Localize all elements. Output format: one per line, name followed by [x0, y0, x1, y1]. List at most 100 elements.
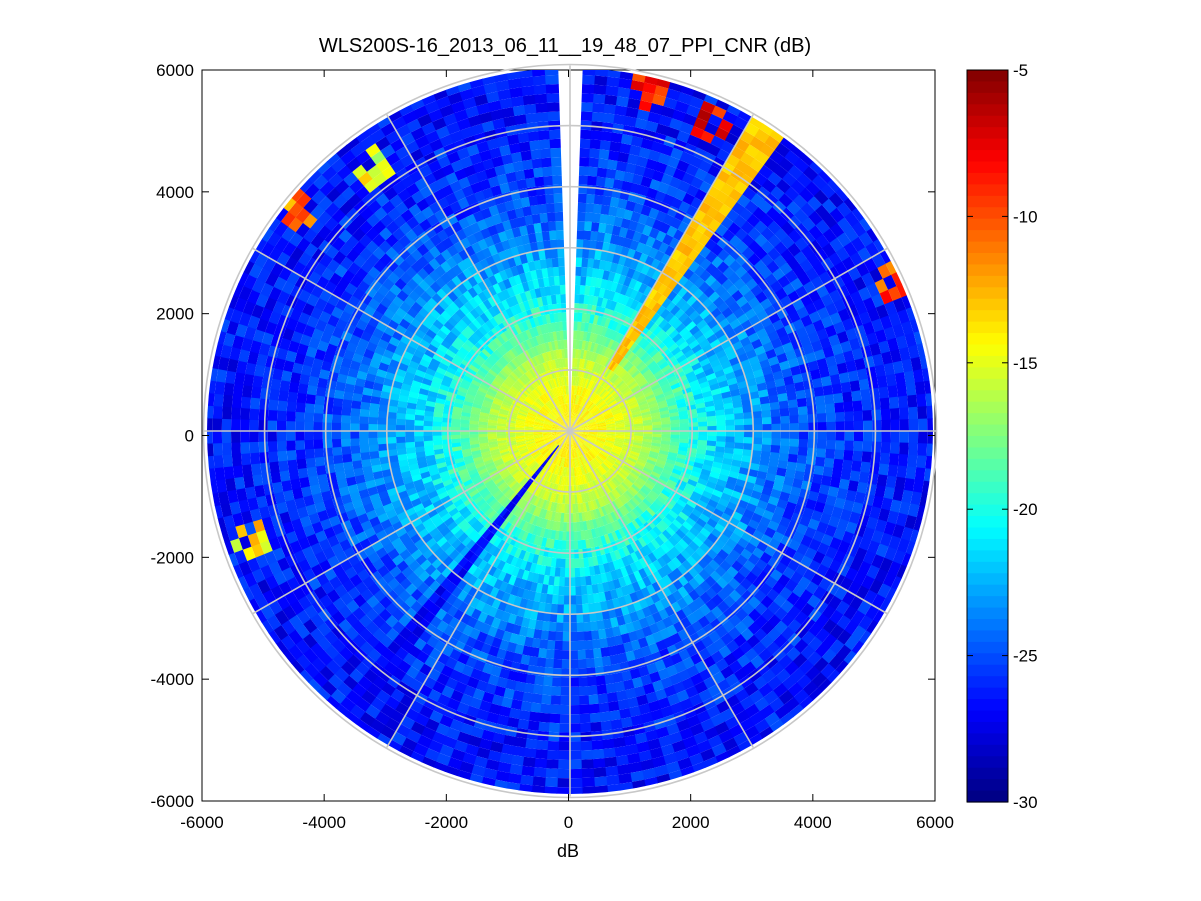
cnr-cell: [467, 275, 479, 288]
cnr-cell: [636, 578, 647, 590]
cnr-cell: [601, 298, 609, 309]
cnr-cell: [524, 214, 534, 226]
cnr-cell: [390, 386, 402, 395]
cnr-cell: [335, 530, 348, 544]
cnr-cell: [620, 404, 630, 411]
cnr-cell: [624, 462, 634, 470]
cnr-cell: [592, 212, 602, 223]
cnr-cell: [467, 516, 478, 527]
cnr-cell: [533, 355, 541, 366]
cnr-cell: [580, 408, 587, 417]
cnr-cell: [554, 407, 561, 416]
cnr-cell: [443, 335, 455, 346]
cnr-cell: [634, 347, 644, 357]
cnr-cell: [711, 268, 724, 281]
cnr-cell: [444, 544, 456, 556]
cnr-cell: [447, 534, 458, 546]
cnr-cell: [539, 458, 547, 466]
cnr-cell: [451, 438, 461, 444]
cnr-cell: [587, 422, 597, 427]
cnr-cell: [423, 430, 433, 437]
cnr-cell: [561, 503, 565, 514]
cnr-cell: [532, 278, 540, 290]
cnr-cell: [543, 449, 551, 458]
cnr-cell: [739, 515, 752, 526]
cnr-cell: [533, 427, 543, 430]
cnr-cell: [555, 558, 562, 568]
cnr-cell: [435, 486, 447, 496]
cnr-cell: [387, 405, 398, 413]
cnr-cell: [637, 400, 648, 407]
cnr-cell: [581, 312, 587, 323]
cnr-cell: [585, 194, 596, 204]
cnr-cell: [564, 567, 570, 578]
cnr-cell: [538, 334, 545, 345]
cnr-cell: [533, 424, 543, 428]
cnr-cell: [609, 589, 618, 600]
cnr-cell: [675, 337, 686, 347]
cnr-cell: [408, 462, 419, 471]
cnr-cell: [314, 456, 326, 467]
cnr-cell: [688, 474, 700, 483]
cnr-cell: [779, 334, 792, 346]
cnr-cell: [603, 473, 612, 482]
cnr-cell: [592, 343, 599, 353]
cnr-cell: [736, 521, 748, 532]
cnr-cell: [585, 379, 591, 389]
cnr-cell: [678, 340, 689, 351]
cnr-cell: [666, 256, 678, 269]
cnr-cell: [663, 465, 674, 473]
cnr-cell: [415, 368, 426, 378]
cnr-cell: [456, 390, 467, 398]
cnr-cell: [558, 585, 565, 596]
cnr-cell: [578, 423, 588, 428]
cnr-cell: [396, 418, 406, 426]
cnr-cell: [594, 324, 601, 335]
cnr-cell: [630, 450, 640, 457]
cnr-cell: [591, 447, 599, 455]
cnr-cell: [573, 448, 576, 459]
cnr-cell: [601, 495, 609, 506]
cnr-cell: [699, 258, 712, 271]
cnr-cell: [583, 411, 591, 419]
cnr-cell: [672, 283, 684, 295]
cnr-cell: [506, 286, 516, 298]
cnr-cell: [540, 629, 549, 641]
cnr-cell: [626, 396, 636, 404]
cnr-cell: [499, 356, 509, 366]
cnr-cell: [696, 444, 707, 451]
cnr-cell: [585, 276, 593, 287]
cnr-cell: [594, 443, 603, 449]
cnr-cell: [711, 243, 724, 257]
cnr-cell: [600, 251, 609, 262]
cnr-cell: [550, 369, 555, 379]
cnr-cell: [465, 193, 478, 206]
cnr-cell: [487, 433, 497, 437]
cnr-cell: [481, 348, 492, 358]
cnr-cell: [745, 571, 758, 585]
cnr-cell: [576, 530, 582, 541]
cnr-cell: [705, 250, 718, 264]
cnr-cell: [525, 627, 535, 638]
cnr-cell: [519, 449, 529, 456]
cnr-cell: [605, 168, 617, 180]
cnr-cell: [528, 514, 536, 525]
cnr-cell: [752, 443, 762, 452]
cnr-cell: [578, 558, 585, 568]
cnr-cell: [474, 341, 485, 352]
cnr-cell: [547, 360, 553, 371]
cnr-cell: [552, 409, 559, 417]
cnr-cell: [532, 628, 542, 640]
cnr-cell: [542, 427, 552, 430]
cnr-cell: [541, 499, 548, 510]
cnr-cell: [453, 297, 465, 309]
cnr-cell: [553, 408, 560, 417]
cnr-cell: [744, 371, 756, 382]
cnr-cell: [455, 394, 466, 401]
cnr-cell: [581, 465, 586, 475]
cnr-cell: [569, 586, 576, 596]
cnr-cell: [567, 440, 570, 450]
cnr-cell: [685, 530, 697, 542]
cnr-cell: [728, 383, 740, 392]
cnr-cell: [350, 445, 361, 454]
